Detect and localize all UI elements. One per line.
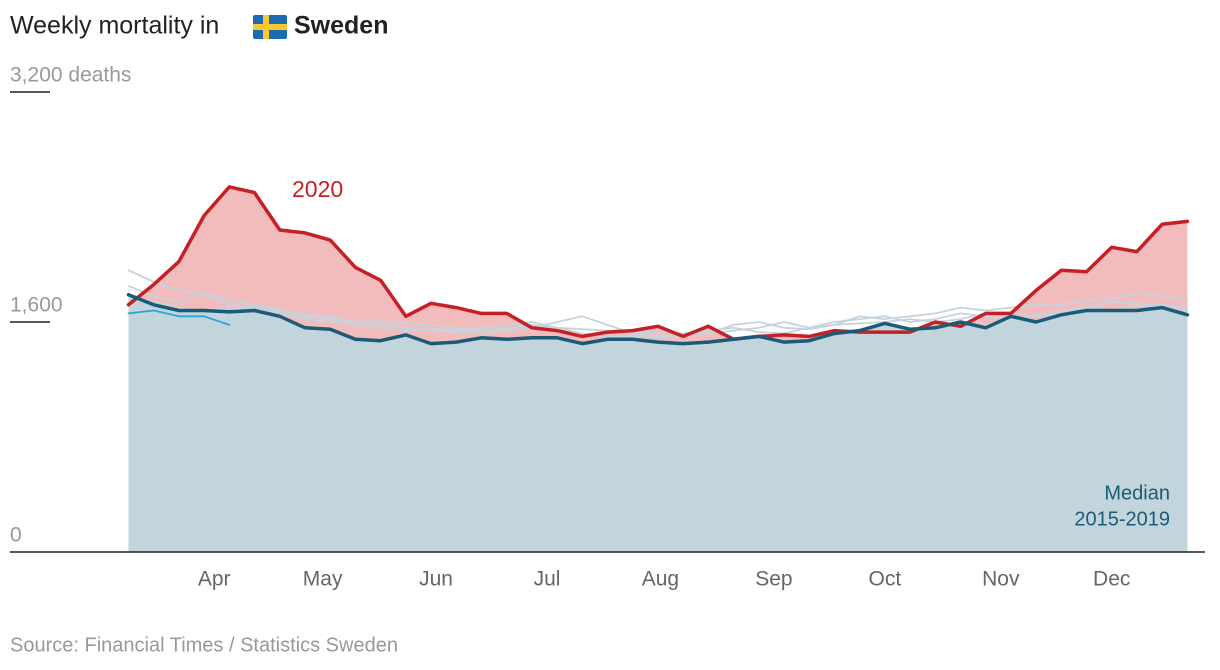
x-tick-label: Apr [198,568,231,591]
series-line [126,292,1190,346]
area [128,294,1188,552]
series-line [127,269,1189,338]
annotation: Median [1104,482,1170,504]
series-line [127,309,231,326]
x-tick-label: Sep [755,568,792,591]
flag [253,15,287,39]
chart-title-country: Sweden [294,12,388,40]
x-tick-label: Nov [982,568,1020,591]
x-tick-label: Aug [642,568,679,591]
x-tick-label: Oct [868,568,901,591]
x-tick-label: May [303,568,343,591]
annotation: 2015-2019 [1074,508,1170,530]
x-tick-label: Jul [534,568,561,591]
y-tick-label: 0 [10,524,22,547]
y-tick-label: 3,200 deaths [10,64,131,87]
series-label: 2020 [292,176,343,202]
y-tick-label: 1,600 [10,294,63,317]
x-tick-label: Jun [419,568,453,591]
x-tick-label: Dec [1093,568,1130,591]
source: Source: Financial Times / Statistics Swe… [10,634,398,656]
series-line [127,285,1189,335]
chart-title: Weekly mortality in [10,12,219,40]
series-line [126,185,1190,342]
